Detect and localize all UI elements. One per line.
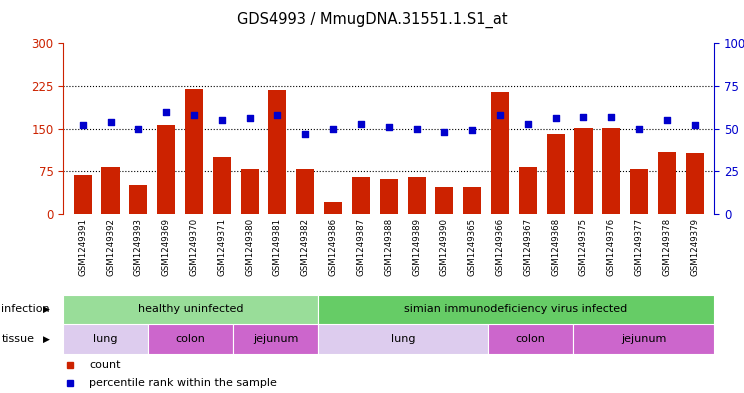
- Text: GSM1249391: GSM1249391: [78, 218, 87, 276]
- Text: percentile rank within the sample: percentile rank within the sample: [89, 378, 278, 388]
- Bar: [233, 324, 318, 354]
- Point: [522, 120, 533, 127]
- Text: GSM1249389: GSM1249389: [412, 218, 421, 276]
- Point: [438, 129, 450, 135]
- Text: GSM1249390: GSM1249390: [440, 218, 449, 276]
- Bar: [408, 177, 426, 214]
- Point: [577, 114, 589, 120]
- Text: GDS4993 / MmugDNA.31551.1.S1_at: GDS4993 / MmugDNA.31551.1.S1_at: [237, 11, 507, 28]
- Point: [77, 122, 89, 129]
- Text: GSM1249375: GSM1249375: [579, 218, 588, 276]
- Text: GSM1249377: GSM1249377: [635, 218, 644, 276]
- Text: ▶: ▶: [43, 305, 50, 314]
- Point: [216, 117, 228, 123]
- Bar: [574, 128, 592, 214]
- Text: GSM1249369: GSM1249369: [161, 218, 170, 276]
- Text: count: count: [89, 360, 121, 370]
- Text: healthy uninfected: healthy uninfected: [138, 305, 243, 314]
- Text: jejunum: jejunum: [253, 334, 298, 344]
- Point: [244, 115, 256, 121]
- Bar: [379, 179, 398, 214]
- Bar: [491, 92, 509, 214]
- Text: GSM1249387: GSM1249387: [356, 218, 365, 276]
- Text: colon: colon: [176, 334, 205, 344]
- Bar: [686, 152, 704, 214]
- Bar: [547, 134, 565, 214]
- Point: [132, 125, 144, 132]
- Text: ▶: ▶: [43, 334, 50, 343]
- Point: [411, 125, 423, 132]
- Text: infection: infection: [1, 305, 50, 314]
- Text: colon: colon: [516, 334, 545, 344]
- Bar: [352, 177, 370, 214]
- Bar: [63, 324, 148, 354]
- Bar: [101, 167, 120, 214]
- Text: GSM1249382: GSM1249382: [301, 218, 310, 276]
- Bar: [488, 324, 573, 354]
- Point: [383, 124, 395, 130]
- Bar: [602, 128, 620, 214]
- Bar: [74, 175, 92, 214]
- Bar: [269, 90, 286, 214]
- Point: [272, 112, 283, 118]
- Bar: [63, 295, 318, 324]
- Text: GSM1249367: GSM1249367: [523, 218, 533, 276]
- Bar: [658, 151, 676, 214]
- Text: simian immunodeficiency virus infected: simian immunodeficiency virus infected: [405, 305, 628, 314]
- Text: lung: lung: [94, 334, 118, 344]
- Text: GSM1249368: GSM1249368: [551, 218, 560, 276]
- Text: GSM1249388: GSM1249388: [384, 218, 394, 276]
- Text: GSM1249378: GSM1249378: [662, 218, 671, 276]
- Bar: [464, 187, 481, 214]
- Text: GSM1249393: GSM1249393: [134, 218, 143, 276]
- Bar: [630, 169, 648, 214]
- Point: [550, 115, 562, 121]
- Point: [466, 127, 478, 134]
- Text: GSM1249376: GSM1249376: [607, 218, 616, 276]
- Point: [606, 114, 618, 120]
- Point: [689, 122, 701, 129]
- Text: GSM1249380: GSM1249380: [245, 218, 254, 276]
- Text: GSM1249365: GSM1249365: [468, 218, 477, 276]
- Bar: [318, 324, 488, 354]
- Bar: [435, 187, 453, 214]
- Bar: [296, 169, 314, 214]
- Text: GSM1249386: GSM1249386: [329, 218, 338, 276]
- Point: [355, 120, 367, 127]
- Point: [661, 117, 673, 123]
- Text: tissue: tissue: [1, 334, 34, 344]
- Bar: [157, 125, 176, 214]
- Text: jejunum: jejunum: [620, 334, 666, 344]
- Text: GSM1249366: GSM1249366: [496, 218, 504, 276]
- Text: GSM1249371: GSM1249371: [217, 218, 226, 276]
- Bar: [318, 295, 714, 324]
- Point: [494, 112, 506, 118]
- Bar: [573, 324, 714, 354]
- Bar: [129, 185, 147, 214]
- Point: [105, 119, 117, 125]
- Text: GSM1249392: GSM1249392: [106, 218, 115, 276]
- Point: [188, 112, 200, 118]
- Text: GSM1249370: GSM1249370: [190, 218, 199, 276]
- Point: [299, 131, 311, 137]
- Bar: [240, 169, 259, 214]
- Bar: [324, 202, 342, 214]
- Bar: [519, 167, 537, 214]
- Bar: [213, 157, 231, 214]
- Text: GSM1249379: GSM1249379: [690, 218, 699, 276]
- Bar: [148, 324, 233, 354]
- Bar: [185, 89, 203, 214]
- Text: lung: lung: [391, 334, 415, 344]
- Text: GSM1249381: GSM1249381: [273, 218, 282, 276]
- Point: [327, 125, 339, 132]
- Point: [160, 108, 172, 115]
- Point: [633, 125, 645, 132]
